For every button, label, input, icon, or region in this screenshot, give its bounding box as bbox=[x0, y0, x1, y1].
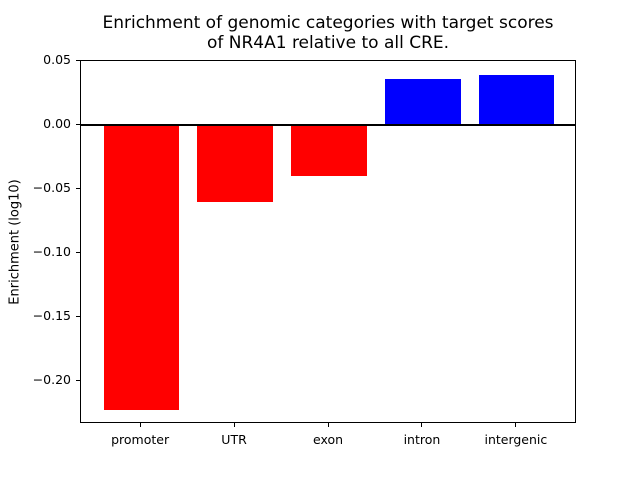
y-axis-label: Enrichment (log10) bbox=[7, 179, 23, 305]
y-tick-mark bbox=[76, 379, 80, 381]
bar-intergenic bbox=[479, 75, 555, 126]
y-tick-label: −0.05 bbox=[32, 180, 71, 196]
x-tick-label-exon: exon bbox=[312, 432, 344, 447]
chart-title-line2: of NR4A1 relative to all CRE. bbox=[206, 33, 450, 53]
x-tick-mark bbox=[139, 423, 141, 427]
bar-promoter bbox=[103, 125, 179, 411]
x-tick-mark bbox=[233, 423, 235, 427]
chart-title-line1: Enrichment of genomic categories with ta… bbox=[102, 13, 554, 33]
y-tick-mark bbox=[76, 251, 80, 253]
y-tick-mark bbox=[76, 187, 80, 189]
y-tick-label: 0.00 bbox=[43, 116, 71, 132]
x-tick-label-promoter: promoter bbox=[111, 432, 170, 447]
zero-line bbox=[81, 124, 575, 127]
x-tick-label-UTR: UTR bbox=[221, 432, 247, 447]
bar-exon bbox=[291, 125, 367, 177]
y-tick-label: −0.10 bbox=[32, 244, 71, 260]
y-tick-mark bbox=[76, 315, 80, 317]
y-tick-label: 0.05 bbox=[43, 52, 71, 68]
x-tick-label-intergenic: intergenic bbox=[484, 432, 548, 447]
plot-area bbox=[80, 60, 576, 423]
bar-intron bbox=[385, 79, 461, 126]
y-tick-label: −0.20 bbox=[32, 372, 71, 387]
x-tick-label-intron: intron bbox=[403, 432, 441, 447]
x-tick-mark bbox=[421, 423, 423, 427]
chart-title: Enrichment of genomic categories with ta… bbox=[102, 13, 553, 53]
y-tick-mark bbox=[76, 123, 80, 125]
y-tick-mark bbox=[76, 59, 80, 61]
x-tick-mark bbox=[515, 423, 517, 427]
y-tick-label: −0.15 bbox=[32, 308, 71, 324]
x-tick-mark bbox=[327, 423, 329, 427]
bar-UTR bbox=[197, 125, 273, 202]
